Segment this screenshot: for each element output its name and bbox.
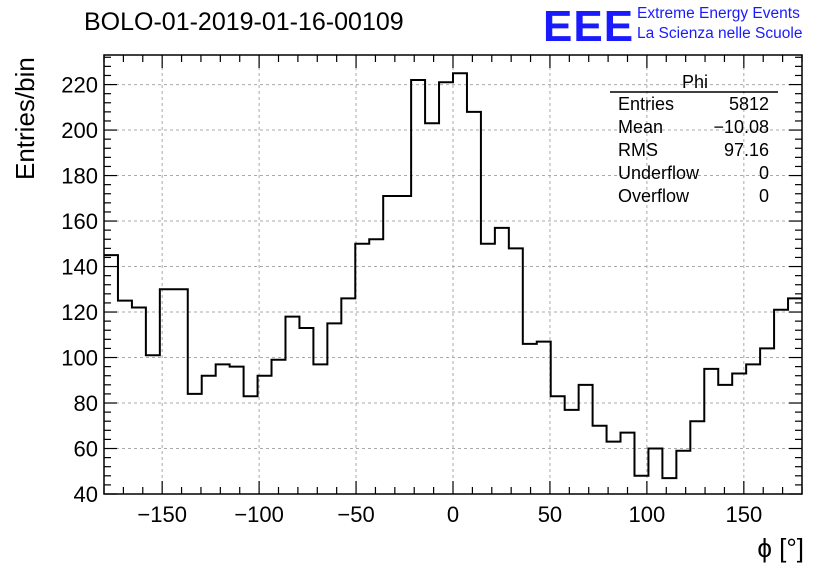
stats-value: 0 [759, 163, 769, 183]
stats-value: 97.16 [724, 140, 769, 160]
logo-line-1: Extreme Energy Events [637, 5, 800, 22]
stats-value: −10.08 [713, 117, 769, 137]
y-tick-label: 80 [74, 391, 98, 416]
stats-label: Entries [618, 94, 674, 114]
stats-box: Phi Entries 5812 Mean −10.08 RMS 97.16 Underfl… [610, 72, 778, 206]
x-tick-label: −50 [337, 502, 374, 527]
x-tick-label: −150 [137, 502, 187, 527]
y-tick-label: 220 [61, 73, 98, 98]
stats-value: 0 [759, 186, 769, 206]
y-tick-label: 160 [61, 209, 98, 234]
x-tick-label: 150 [725, 502, 762, 527]
x-axis-label: ϕ [°] [757, 533, 804, 563]
stats-label: Underflow [618, 163, 700, 183]
x-tick-label: 0 [447, 502, 459, 527]
x-tick-label: −100 [234, 502, 284, 527]
stats-label: Mean [618, 117, 663, 137]
y-tick-label: 60 [74, 437, 98, 462]
chart-title: BOLO-01-2019-01-16-00109 [84, 8, 404, 36]
stats-title: Phi [682, 72, 708, 92]
x-tick-label: 50 [538, 502, 562, 527]
y-tick-label: 140 [61, 255, 98, 280]
grid [104, 55, 802, 495]
logo-line-2: La Scienza nelle Scuole [637, 25, 803, 42]
axes: −150 −100 −50 0 50 100 150 40 60 80 100 120 140 160 18… [61, 54, 803, 527]
x-tick-label: 100 [629, 502, 666, 527]
stats-value: 5812 [729, 94, 769, 114]
y-tick-label: 200 [61, 118, 98, 143]
y-tick-label: 120 [61, 300, 98, 325]
y-tick-label: 180 [61, 164, 98, 189]
y-tick-label: 100 [61, 346, 98, 371]
eee-logo: EEE [543, 2, 635, 51]
y-tick-label: 40 [74, 482, 98, 507]
stats-label: Overflow [618, 186, 690, 206]
stats-label: RMS [618, 140, 658, 160]
histogram-line [104, 72, 802, 480]
histogram-series [104, 72, 802, 480]
